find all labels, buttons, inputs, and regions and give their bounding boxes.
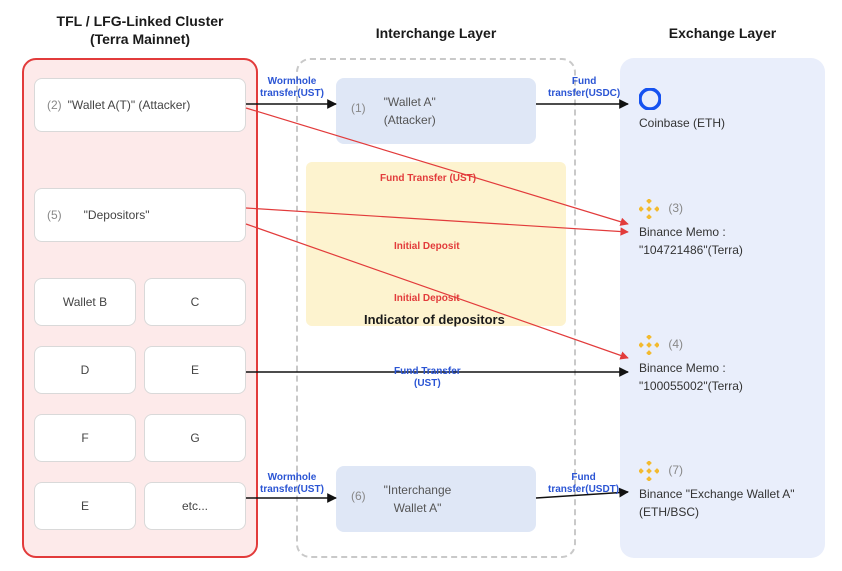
node-line1: "Wallet A" xyxy=(384,93,436,111)
node-num: (1) xyxy=(351,99,366,117)
node-line2: "104721486"(Terra) xyxy=(639,243,743,257)
node-num: (5) xyxy=(47,208,62,222)
edge-init-dep-2: Initial Deposit xyxy=(394,293,460,305)
node-wallet-c: C xyxy=(144,278,246,326)
node-line1: Binance "Exchange Wallet A" xyxy=(639,485,807,503)
node-line2: Wallet A" xyxy=(384,499,452,517)
node-line1: Binance Memo : xyxy=(639,359,807,377)
edge-fund-ust-blue: Fund Transfer (UST) xyxy=(394,366,461,389)
node-wallet-b: Wallet B xyxy=(34,278,136,326)
header-right: Exchange Layer xyxy=(620,24,825,42)
node-num: (2) xyxy=(47,98,62,112)
node-coinbase: Coinbase (ETH) xyxy=(628,78,818,142)
edge-wormhole-2: Wormhole transfer(UST) xyxy=(260,472,324,495)
binance-icon xyxy=(639,461,659,481)
header-middle: Interchange Layer xyxy=(296,24,576,42)
node-inter-wallet-a: (1) "Wallet A" (Attacker) xyxy=(336,78,536,144)
node-inter-wallet-6: (6) "Interchange Wallet A" xyxy=(336,466,536,532)
edge-fund-ust-red: Fund Transfer (UST) xyxy=(380,173,476,185)
edge-fund-usdt: Fund transfer(USDT) xyxy=(548,472,619,495)
edge-init-dep-1: Initial Deposit xyxy=(394,241,460,253)
node-wallet-e2: E xyxy=(34,482,136,530)
node-num: (4) xyxy=(668,337,683,351)
node-num: (3) xyxy=(668,201,683,215)
node-line1: Binance Memo : xyxy=(639,223,807,241)
node-label: Coinbase (ETH) xyxy=(639,114,807,132)
node-wallet-d: D xyxy=(34,346,136,394)
node-num: (6) xyxy=(351,487,366,505)
node-line2: (ETH/BSC) xyxy=(639,505,699,519)
node-label: "Depositors" xyxy=(84,208,150,222)
node-wallet-f: F xyxy=(34,414,136,462)
node-wallet-a-t: (2) "Wallet A(T)" (Attacker) xyxy=(34,78,246,132)
node-wallet-g: G xyxy=(144,414,246,462)
node-line1: "Interchange xyxy=(384,481,452,499)
edge-wormhole-1: Wormhole transfer(UST) xyxy=(260,76,324,99)
node-binance-3: (3) Binance Memo : "104721486"(Terra) xyxy=(628,190,818,270)
binance-icon xyxy=(639,199,659,219)
node-wallet-etc: etc... xyxy=(144,482,246,530)
coinbase-icon xyxy=(639,88,807,110)
binance-icon xyxy=(639,335,659,355)
indicator-label: Indicator of depositors xyxy=(364,312,505,327)
node-binance-7: (7) Binance "Exchange Wallet A" (ETH/BSC… xyxy=(628,452,818,532)
node-line2: (Attacker) xyxy=(384,111,436,129)
node-line2: "100055002"(Terra) xyxy=(639,379,743,393)
node-binance-4: (4) Binance Memo : "100055002"(Terra) xyxy=(628,326,818,406)
node-label: "Wallet A(T)" (Attacker) xyxy=(68,98,191,112)
edge-fund-usdc: Fund transfer(USDC) xyxy=(548,76,620,99)
node-num: (7) xyxy=(668,463,683,477)
header-left: TFL / LFG-Linked Cluster (Terra Mainnet) xyxy=(22,12,258,48)
node-depositors: (5) "Depositors" xyxy=(34,188,246,242)
node-wallet-e: E xyxy=(144,346,246,394)
